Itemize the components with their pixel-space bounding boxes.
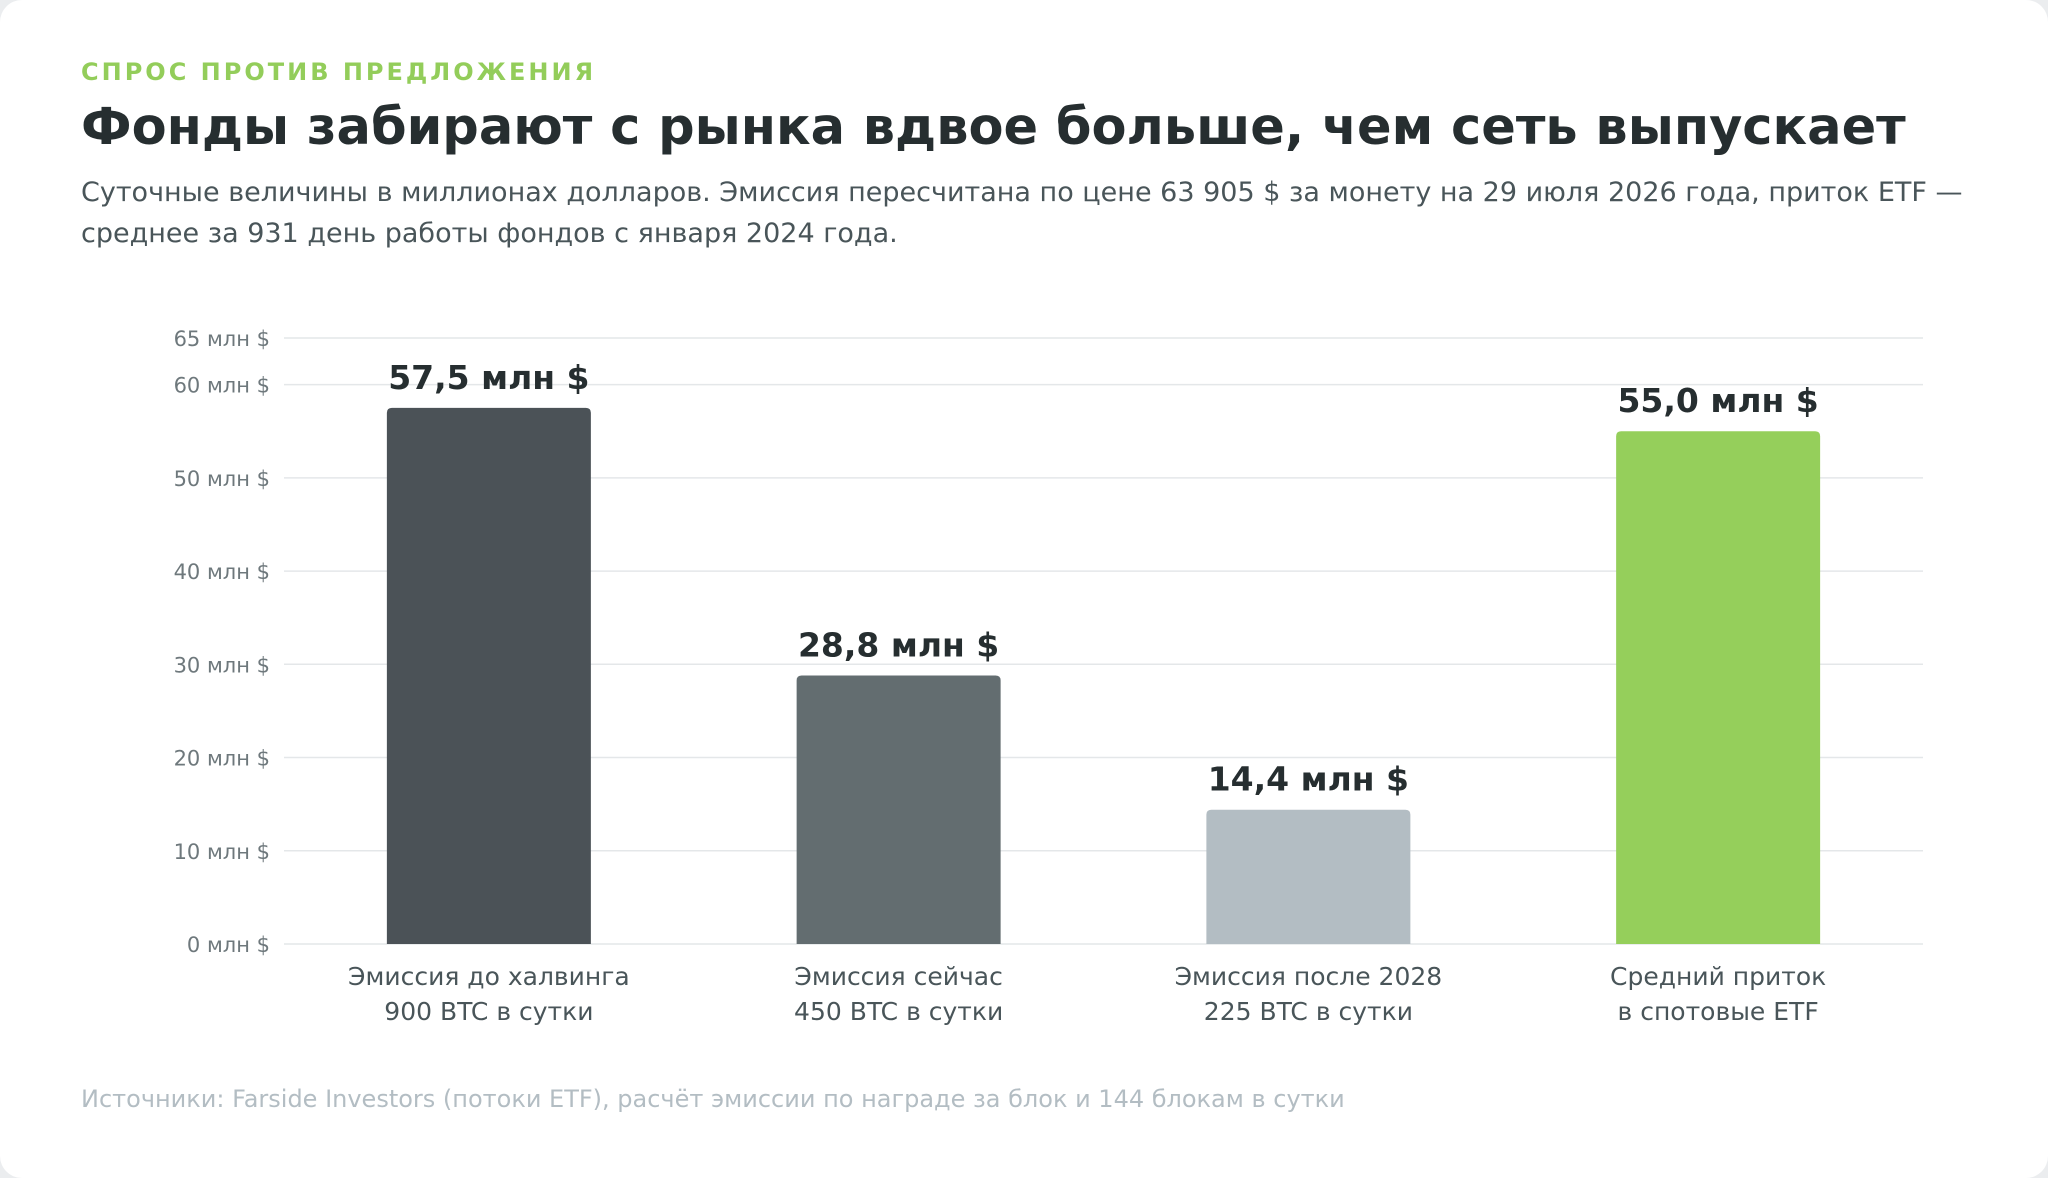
bar	[1616, 431, 1821, 944]
kicker: СПРОС ПРОТИВ ПРЕДЛОЖЕНИЯ	[81, 58, 597, 86]
y-tick-label: 0 млн $	[187, 933, 270, 957]
data-label: 55,0 млн $	[1617, 381, 1818, 420]
y-tick-label: 30 млн $	[174, 653, 270, 677]
category-label: в спотовые ETF	[1618, 997, 1819, 1026]
bar	[1206, 809, 1411, 944]
category-label: 900 BTC в сутки	[384, 997, 593, 1026]
y-tick-label: 10 млн $	[174, 840, 270, 864]
bar	[796, 675, 1001, 944]
category-label: 450 BTC в сутки	[794, 997, 1003, 1026]
y-axis-ticks: 0 млн $ 10 млн $ 20 млн $ 30 млн $ 40 млн $ 5…	[174, 327, 270, 957]
data-label: 57,5 млн $	[388, 358, 589, 397]
category-labels: Эмиссия до халвинга 900 BTC в сутки Эмисси…	[348, 962, 1826, 1026]
bar	[386, 407, 591, 944]
data-label: 28,8 млн $	[798, 625, 999, 664]
y-tick-label: 40 млн $	[174, 560, 270, 584]
category-label: 225 BTC в сутки	[1204, 997, 1413, 1026]
chart-subtitle: Суточные величины в миллионах долларов. …	[81, 177, 1963, 249]
source-note: Источники: Farside Investors (потоки ETF…	[81, 1085, 1345, 1113]
data-labels: 57,5 млн $ 28,8 млн $ 14,4 млн $ 55,0 млн $	[388, 358, 1819, 799]
y-tick-label: 60 млн $	[174, 374, 270, 398]
category-label: Эмиссия до халвинга	[348, 962, 630, 991]
category-label: Средний приток	[1610, 962, 1826, 991]
y-tick-label: 50 млн $	[174, 467, 270, 491]
category-label: Эмиссия сейчас	[794, 962, 1003, 991]
chart-title: Фонды забирают с рынка вдвое больше, чем…	[81, 98, 1906, 157]
category-label: Эмиссия после 2028	[1175, 962, 1443, 991]
bars	[386, 407, 1821, 944]
y-tick-label: 20 млн $	[174, 747, 270, 771]
y-tick-label: 65 млн $	[174, 327, 270, 351]
data-label: 14,4 млн $	[1208, 760, 1409, 799]
